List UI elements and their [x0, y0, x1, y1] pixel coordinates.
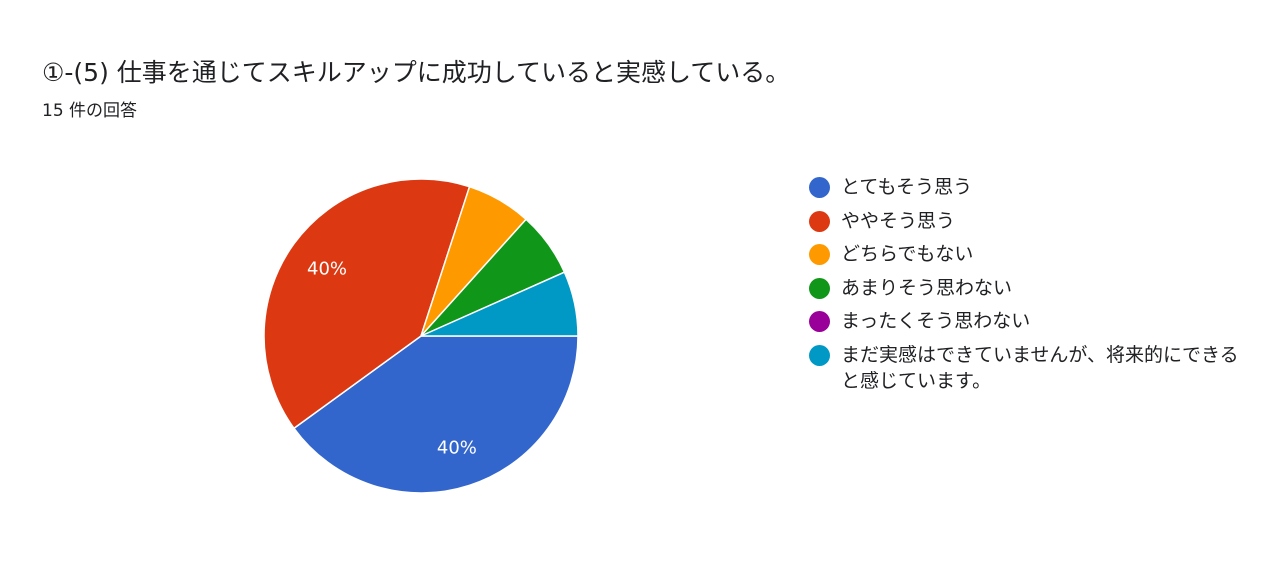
legend-item[interactable]: まったくそう思わない: [809, 308, 1249, 334]
legend-swatch-icon: [809, 277, 830, 299]
legend-label: まったくそう思わない: [841, 310, 1031, 332]
pie-slice-label: 40%: [307, 259, 347, 280]
pie-slice[interactable]: [420, 271, 579, 337]
legend-swatch-icon: [809, 311, 830, 332]
response-count: 15 件の回答: [42, 101, 138, 121]
legend-label: あまりそう思わない: [841, 276, 1013, 299]
legend-item[interactable]: あまりそう思わない: [809, 275, 1249, 301]
pie-slice-label: 40%: [437, 437, 477, 458]
legend-label: どちらでもない: [841, 243, 974, 265]
chart-legend: とてもそう思う ややそう思う どちらでもないあまりそう思わない まったくそう思わないま…: [809, 174, 1249, 401]
legend-swatch-icon: [809, 210, 830, 232]
legend-swatch-icon: [809, 177, 830, 198]
legend-label: まだ実感はできていませんが、将来的にできると感じています。: [841, 343, 1239, 392]
legend-item[interactable]: どちらでもない: [809, 241, 1249, 267]
legend-swatch-icon: [809, 244, 830, 265]
pie-slice[interactable]: [263, 178, 471, 430]
pie-slice[interactable]: [292, 335, 579, 494]
legend-item[interactable]: まだ実感はできていませんが、将来的にできると感じています。: [809, 342, 1249, 394]
legend-swatch-icon: [809, 344, 830, 366]
chart-title: ①-(5) 仕事を通じてスキルアップに成功していると実感している。: [42, 58, 791, 87]
legend-item[interactable]: ややそう思う: [809, 208, 1249, 234]
legend-label: とてもそう思う: [841, 176, 973, 198]
legend-item[interactable]: とてもそう思う: [809, 174, 1249, 200]
legend-label: ややそう思う: [841, 209, 956, 232]
